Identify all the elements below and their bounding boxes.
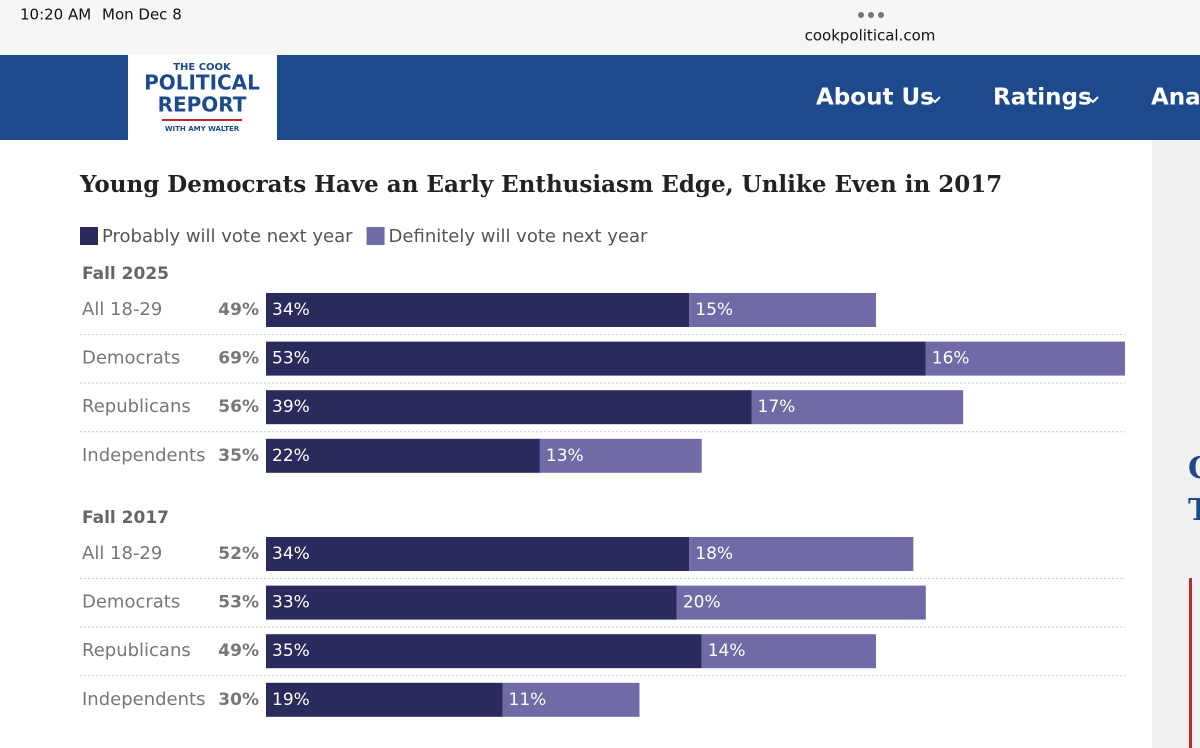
bar-segment — [689, 293, 877, 327]
bar-segment — [266, 438, 540, 473]
logo[interactable] — [128, 55, 277, 140]
status-bar — [0, 0, 1200, 55]
tab-dots[interactable] — [858, 12, 884, 18]
bar-segment — [266, 634, 702, 669]
value-label: 34% — [272, 300, 310, 320]
nav-item[interactable]: Anal — [1151, 85, 1200, 111]
bar-segment — [266, 341, 926, 376]
url[interactable]: cookpolitical.com — [805, 27, 936, 45]
total-label: 49% — [218, 641, 259, 661]
value-label: 20% — [683, 593, 721, 613]
group-label: Fall 2017 — [82, 508, 169, 528]
bar-segment — [689, 537, 914, 571]
category-label: All 18-29 — [82, 543, 162, 564]
value-label: 35% — [272, 641, 310, 661]
total-label: 30% — [218, 690, 259, 710]
nav-item[interactable]: About Us — [816, 85, 934, 111]
category-label: All 18-29 — [82, 299, 162, 320]
group-label: Fall 2025 — [82, 264, 169, 284]
category-label: Independents — [82, 689, 205, 710]
value-label: 17% — [758, 397, 796, 417]
logo-text: WITH AMY WALTER — [165, 125, 240, 133]
logo-text: REPORT — [158, 93, 247, 117]
bar-segment — [266, 293, 690, 327]
value-label: 34% — [272, 544, 310, 564]
value-label: 22% — [272, 446, 310, 466]
bar-segment — [925, 341, 1125, 376]
status-time: 10:20 AM — [20, 6, 91, 24]
sidebar — [1152, 140, 1200, 748]
legend-swatch — [80, 227, 98, 245]
category-label: Democrats — [82, 592, 180, 613]
legend-label: Probably will vote next year — [102, 226, 353, 247]
sidebar-rule — [1189, 578, 1192, 748]
bar-segment — [701, 634, 877, 669]
nav-chevron — [1087, 96, 1099, 104]
bar-segment — [502, 682, 640, 717]
value-label: 16% — [932, 349, 970, 369]
value-label: 13% — [546, 446, 584, 466]
category-label: Republicans — [82, 640, 191, 661]
sidebar-text: C — [1188, 451, 1200, 486]
bar-segment — [539, 438, 702, 473]
value-label: 39% — [272, 397, 310, 417]
logo-text: POLITICAL — [144, 71, 260, 95]
bar-segment — [266, 537, 690, 571]
nav-chevron — [929, 96, 941, 104]
bar-segment — [266, 682, 503, 717]
logo-text: THE COOK — [173, 62, 232, 73]
value-label: 33% — [272, 593, 310, 613]
bar-segment — [751, 390, 964, 425]
legend-label: Definitely will vote next year — [389, 226, 649, 247]
category-label: Republicans — [82, 396, 191, 417]
total-label: 56% — [218, 397, 259, 417]
value-label: 15% — [695, 300, 733, 320]
category-label: Democrats — [82, 348, 180, 369]
bar-segment — [676, 585, 926, 620]
value-label: 11% — [509, 690, 547, 710]
legend-swatch — [366, 227, 385, 245]
value-label: 19% — [272, 690, 310, 710]
nav-item[interactable]: Ratings — [993, 85, 1092, 111]
bar-segment — [266, 390, 752, 425]
sidebar-text: T — [1188, 493, 1200, 528]
total-label: 35% — [218, 446, 259, 466]
value-label: 53% — [272, 349, 310, 369]
status-date: Mon Dec 8 — [102, 6, 182, 24]
total-label: 69% — [218, 349, 259, 369]
chart-title: Young Democrats Have an Early Enthusiasm… — [79, 171, 1002, 198]
total-label: 53% — [218, 593, 259, 613]
bar-segment — [266, 585, 677, 620]
total-label: 52% — [218, 544, 259, 564]
value-label: 18% — [695, 544, 733, 564]
value-label: 14% — [708, 641, 746, 661]
category-label: Independents — [82, 445, 205, 466]
total-label: 49% — [218, 300, 259, 320]
